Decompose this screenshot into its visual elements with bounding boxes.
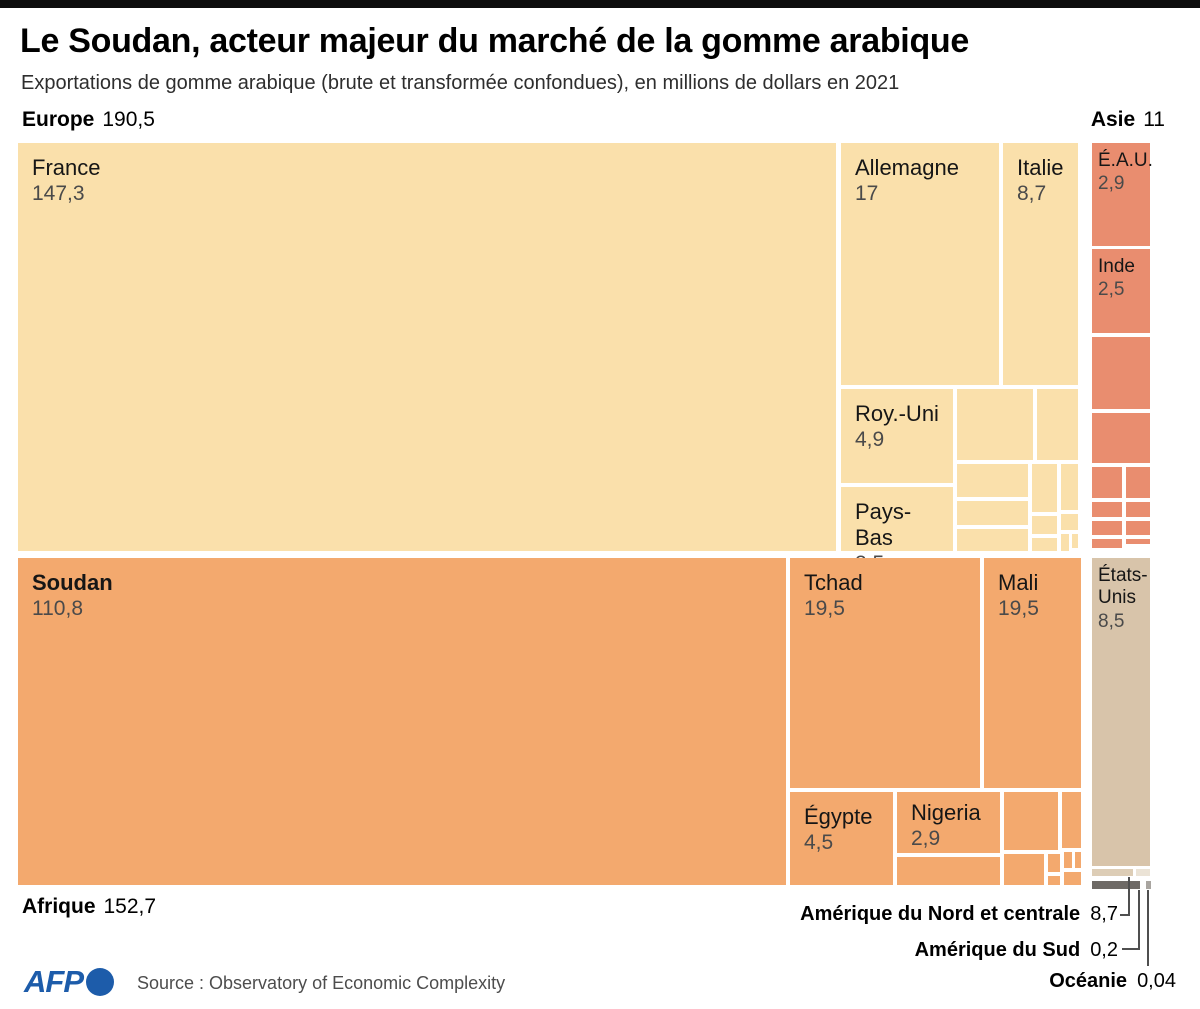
leader-line-sudamerique — [1138, 890, 1140, 950]
cell-italie: Italie 8,7 — [1003, 143, 1078, 385]
cell-afrique-other — [1004, 792, 1058, 850]
cell-afrique-other — [1004, 854, 1044, 885]
cell-europe-other — [1072, 534, 1078, 548]
leader-line-oceanie — [1147, 890, 1149, 966]
afrique-name: Afrique — [22, 895, 96, 918]
cell-afrique-other — [1048, 876, 1060, 885]
europe-total: 190,5 — [102, 108, 155, 131]
afrique-total: 152,7 — [103, 895, 157, 918]
cell-europe-other — [1037, 389, 1078, 460]
cell-mali: Mali 19,5 — [984, 558, 1081, 788]
cell-asie-other — [1092, 413, 1150, 463]
cell-afrique-other — [1062, 792, 1081, 848]
cell-afrique-other — [1064, 852, 1072, 868]
cell-france: France 147,3 — [18, 143, 836, 551]
afp-logo: AFP — [24, 964, 114, 1000]
cell-egypte: Égypte 4,5 — [790, 792, 893, 885]
asie-label: Asie 11 — [1091, 108, 1165, 132]
cell-europe-other — [1061, 514, 1078, 530]
cell-asie-other — [1126, 521, 1150, 535]
source-credit: Source : Observatory of Economic Complex… — [137, 973, 506, 993]
top-rule — [0, 0, 1200, 8]
leader-line-nordamerique — [1128, 877, 1130, 916]
cell-roy-uni: Roy.-Uni 4,9 — [841, 389, 953, 483]
oceanie-label: Océanie 0,04 — [1049, 970, 1176, 992]
cell-inde: Inde 2,5 — [1092, 249, 1150, 333]
leader-line-sudamerique — [1122, 948, 1140, 950]
afrique-label: Afrique 152,7 — [22, 895, 156, 919]
cell-asie-other — [1126, 502, 1150, 517]
cell-europe-other — [957, 529, 1028, 551]
cell-afrique-other — [1048, 854, 1060, 872]
cell-europe-other — [1061, 534, 1069, 551]
cell-europe-other — [1061, 464, 1078, 510]
cell-europe-other — [957, 501, 1028, 525]
cell-amerique-du-sud — [1092, 881, 1140, 889]
europe-name: Europe — [22, 108, 95, 131]
cell-afrique-other — [897, 857, 1000, 885]
cell-asie-other — [1126, 539, 1150, 544]
sudamerique-label: Amérique du Sud 0,2 — [914, 939, 1118, 961]
cell-europe-other — [957, 464, 1028, 497]
cell-asie-other — [1092, 337, 1150, 409]
cell-asie-other — [1092, 521, 1122, 535]
leader-line-nordamerique — [1120, 914, 1130, 916]
cell-eau: É.A.U. 2,9 — [1092, 143, 1153, 246]
cell-nordamerique-other — [1092, 869, 1133, 876]
afp-logo-dot-icon — [86, 968, 114, 996]
cell-europe-other — [1032, 464, 1057, 512]
cell-pays-bas: Pays-Bas 3,5 — [841, 487, 953, 575]
cell-allemagne: Allemagne 17 — [841, 143, 999, 385]
cell-nordamerique-other — [1136, 869, 1150, 876]
cell-etats-unis: États-Unis 8,5 — [1092, 558, 1150, 866]
cell-asie-other — [1092, 467, 1122, 498]
chart-title: Le Soudan, acteur majeur du marché de la… — [20, 22, 969, 60]
cell-asie-other — [1092, 502, 1122, 517]
europe-label: Europe 190,5 — [22, 108, 155, 132]
cell-europe-other — [957, 389, 1033, 460]
cell-afrique-other — [1064, 872, 1081, 885]
afp-logo-text: AFP — [24, 964, 84, 999]
cell-nigeria: Nigeria 2,9 — [897, 792, 1000, 853]
asie-name: Asie — [1090, 108, 1136, 131]
cell-soudan: Soudan 110,8 — [18, 558, 786, 885]
cell-asie-other — [1126, 467, 1150, 498]
cell-europe-other — [1032, 538, 1057, 551]
asie-total: 11 — [1143, 108, 1165, 131]
cell-tchad: Tchad 19,5 — [790, 558, 980, 788]
nordamerique-label: Amérique du Nord et centrale 8,7 — [800, 903, 1118, 925]
cell-afrique-other — [1075, 852, 1081, 868]
cell-asie-other — [1092, 539, 1122, 548]
cell-europe-other — [1032, 516, 1057, 534]
chart-subtitle: Exportations de gomme arabique (brute et… — [21, 72, 900, 94]
cell-oceanie — [1146, 881, 1151, 889]
